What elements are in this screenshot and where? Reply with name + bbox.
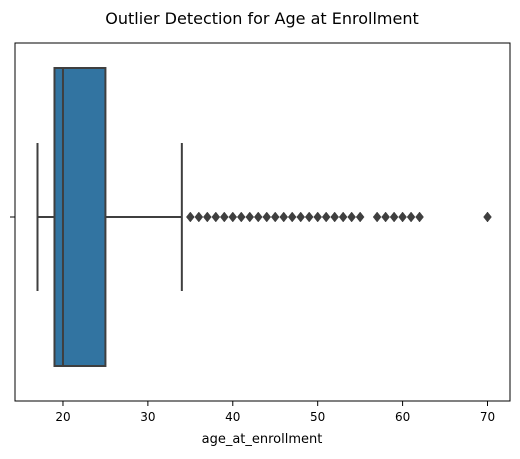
outlier-point xyxy=(245,211,255,223)
outlier-point xyxy=(202,211,212,223)
x-tick-label: 40 xyxy=(225,410,240,424)
outlier-point xyxy=(389,211,399,223)
outlier-point xyxy=(304,211,314,223)
outlier-point xyxy=(270,211,280,223)
plot-area xyxy=(36,67,492,367)
outlier-point xyxy=(279,211,289,223)
x-tick-label: 20 xyxy=(55,410,70,424)
outlier-point xyxy=(406,211,416,223)
outlier-point xyxy=(355,211,365,223)
outlier-point xyxy=(338,211,348,223)
outlier-point xyxy=(236,211,246,223)
outlier-point xyxy=(287,211,297,223)
outlier-point xyxy=(483,211,492,223)
outlier-point xyxy=(321,211,331,223)
outlier-point xyxy=(330,211,339,223)
outlier-point xyxy=(262,211,272,223)
outlier-point xyxy=(186,211,195,223)
outlier-point xyxy=(219,211,229,223)
x-tick-label: 60 xyxy=(395,410,410,424)
outlier-point xyxy=(253,211,263,223)
outlier-point xyxy=(415,211,424,223)
outlier-point xyxy=(296,211,306,223)
x-tick-label: 70 xyxy=(480,410,495,424)
outlier-point xyxy=(398,211,407,223)
outlier-point xyxy=(211,211,221,223)
outlier-point xyxy=(194,211,204,223)
outlier-point xyxy=(372,211,382,223)
chart-title: Outlier Detection for Age at Enrollment xyxy=(105,9,419,28)
x-tick-label: 50 xyxy=(310,410,325,424)
outlier-point xyxy=(381,211,390,223)
outlier-point xyxy=(228,211,238,223)
outlier-point xyxy=(347,211,356,223)
x-axis: 20 30 40 50 60 70 xyxy=(55,401,495,424)
plot-frame xyxy=(14,42,511,402)
x-tick-label: 30 xyxy=(140,410,155,424)
outlier-point xyxy=(313,211,323,223)
x-axis-label: age_at_enrollment xyxy=(202,432,323,447)
